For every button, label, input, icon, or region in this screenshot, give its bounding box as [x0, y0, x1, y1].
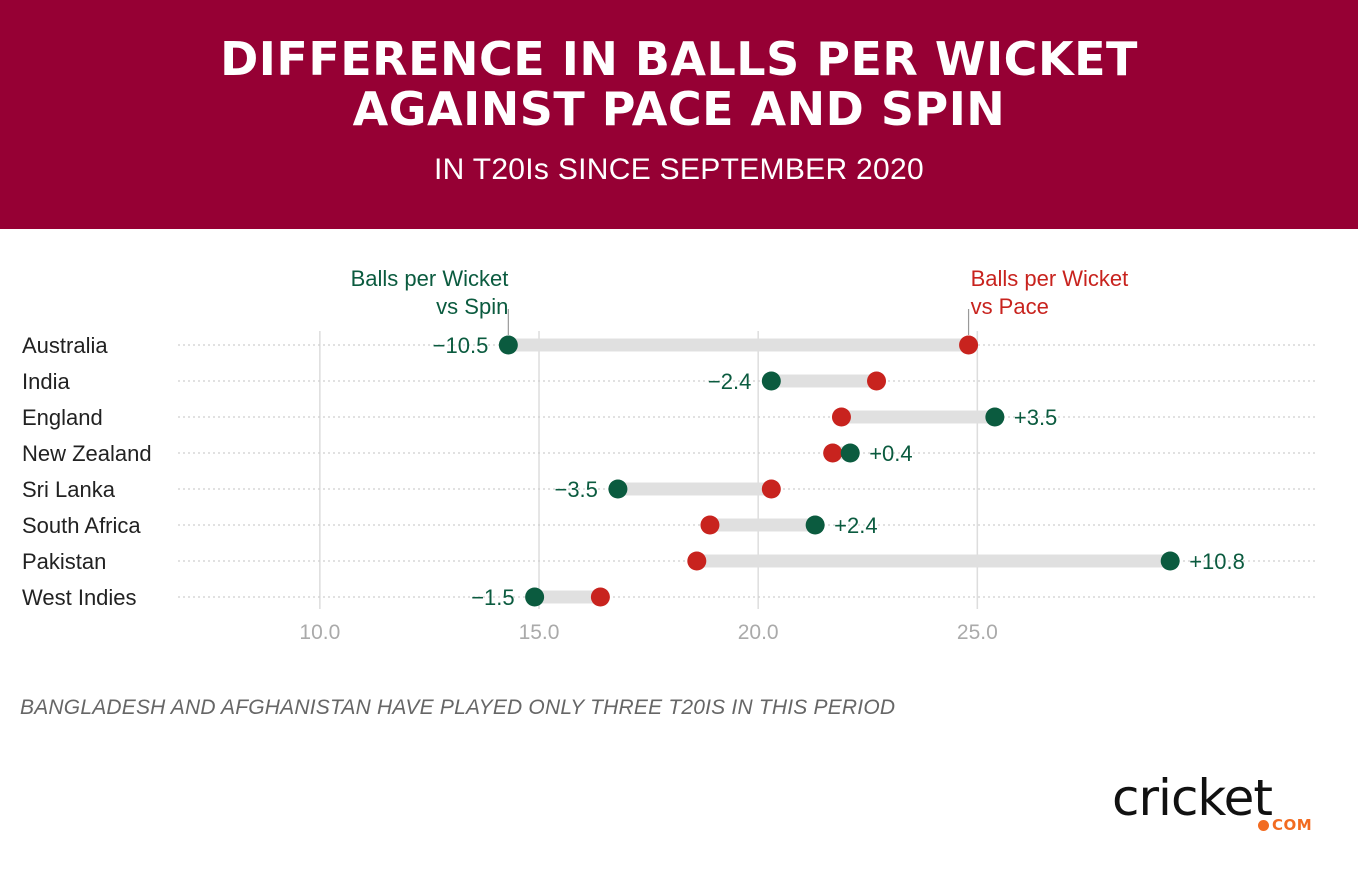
category-label: West Indies	[22, 585, 137, 610]
spin-point	[985, 407, 1005, 427]
spin-series-label: Balls per Wicket	[351, 266, 509, 291]
pace-series-label: Balls per Wicket	[971, 266, 1129, 291]
pace-point	[687, 551, 707, 571]
pace-point	[700, 515, 720, 535]
x-tick-label: 10.0	[299, 621, 340, 644]
difference-label: +2.4	[834, 513, 877, 538]
difference-label: −3.5	[554, 477, 597, 502]
spin-point	[608, 479, 628, 499]
category-label: New Zealand	[22, 441, 152, 466]
spin-series-label: vs Spin	[436, 294, 508, 319]
category-label: India	[22, 369, 70, 394]
pace-series-label: vs Pace	[971, 294, 1049, 319]
spin-point	[525, 587, 545, 607]
x-tick-label: 15.0	[519, 621, 560, 644]
spin-point	[840, 443, 860, 463]
header-banner: DIFFERENCE IN BALLS PER WICKET AGAINST P…	[0, 0, 1358, 229]
pace-point	[831, 407, 851, 427]
difference-label: +0.4	[869, 441, 912, 466]
spin-point	[498, 335, 518, 355]
pace-point	[867, 371, 887, 391]
logo-dot-icon	[1258, 820, 1269, 831]
difference-label: +3.5	[1014, 405, 1057, 430]
x-tick-label: 20.0	[738, 621, 779, 644]
category-label: Pakistan	[22, 549, 106, 574]
category-label: Sri Lanka	[22, 477, 116, 502]
difference-label: +10.8	[1189, 549, 1245, 574]
pace-point	[823, 443, 843, 463]
category-label: South Africa	[22, 513, 141, 538]
cricket-com-logo: cricket COM	[1112, 770, 1322, 840]
pace-point	[761, 479, 781, 499]
category-label: Australia	[22, 333, 108, 358]
category-label: England	[22, 405, 103, 430]
spin-point	[805, 515, 825, 535]
page-title: DIFFERENCE IN BALLS PER WICKET AGAINST P…	[220, 32, 1138, 136]
spin-point	[1160, 551, 1180, 571]
x-tick-label: 25.0	[957, 621, 998, 644]
logo-wordmark: cricket	[1112, 769, 1273, 827]
difference-label: −1.5	[471, 585, 514, 610]
pace-point	[959, 335, 979, 355]
spin-point	[761, 371, 781, 391]
difference-label: −2.4	[708, 369, 751, 394]
logo-suffix: COM	[1272, 816, 1313, 834]
difference-label: −10.5	[433, 333, 489, 358]
chart: 10.0 15.0 20.0 25.0 Australia −10.5 India −2.4 E…	[22, 266, 1316, 644]
pace-point	[590, 587, 610, 607]
page-subtitle: IN T20Is SINCE SEPTEMBER 2020	[434, 153, 924, 186]
footnote: BANGLADESH AND AFGHANISTAN HAVE PLAYED O…	[20, 696, 896, 719]
